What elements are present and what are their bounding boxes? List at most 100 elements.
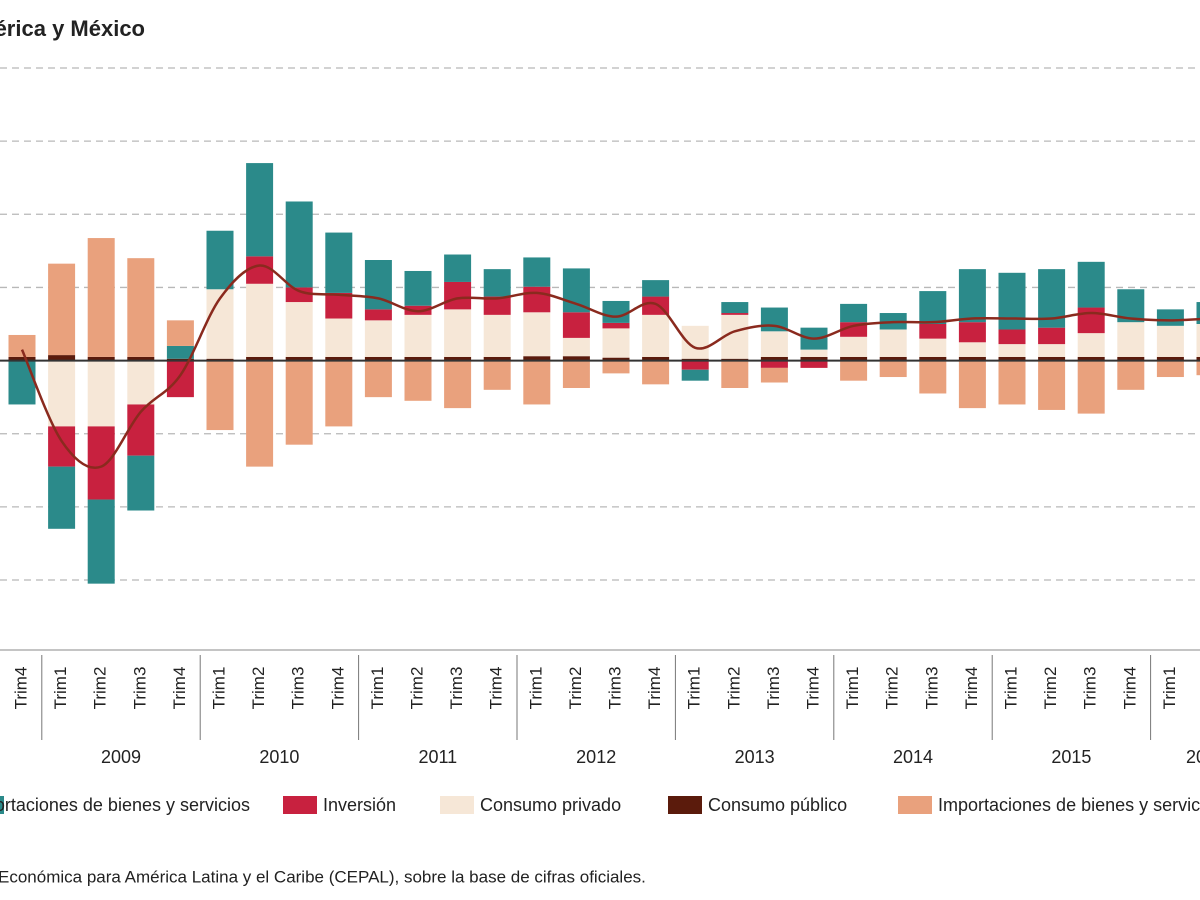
bar-segment	[483, 360, 511, 390]
legend-item: Inversión	[283, 795, 396, 815]
bar-segment	[364, 360, 392, 398]
bar-segment	[602, 328, 630, 358]
x-group-label: 2012	[576, 747, 616, 767]
bar-segment	[1077, 360, 1105, 414]
x-tick-label: Trim1	[843, 667, 862, 710]
bar-segment	[285, 302, 313, 357]
x-tick-label: Trim4	[11, 667, 30, 710]
bar-segment	[800, 360, 828, 368]
bar-segment	[246, 163, 274, 257]
bar-segment	[919, 360, 947, 394]
bar-segment	[364, 320, 392, 357]
bar-segment	[8, 360, 36, 405]
x-tick-label: Trim1	[51, 667, 70, 710]
x-group-label: 2016	[1186, 747, 1200, 767]
bar-segment	[919, 291, 947, 324]
bar-segment	[246, 256, 274, 284]
bar-segment	[444, 356, 472, 361]
x-tick-label: Trim4	[803, 667, 822, 710]
x-tick-label: Trim3	[922, 667, 941, 710]
bar-segment	[325, 360, 353, 427]
x-tick-label: Trim1	[685, 667, 704, 710]
x-tick-label: Trim1	[368, 667, 387, 710]
bar-segment	[1038, 356, 1066, 361]
bar-segment	[602, 357, 630, 361]
legend-item: Consumo público	[668, 795, 847, 815]
bar-segment	[1117, 322, 1145, 357]
bar-segment	[444, 360, 472, 409]
bar-segment	[127, 455, 155, 511]
legend-label: Consumo público	[708, 795, 847, 815]
bar-segment	[1077, 356, 1105, 361]
bar-segment	[48, 426, 76, 467]
bar-segment	[166, 320, 194, 346]
bar-segment	[1077, 261, 1105, 308]
x-group-label: 2013	[735, 747, 775, 767]
bar-segment	[87, 426, 115, 500]
bar-segment	[1196, 360, 1200, 376]
bar-segment	[166, 360, 194, 398]
bar-segment	[840, 360, 868, 381]
bar-segment	[958, 342, 986, 357]
bar-segment	[958, 360, 986, 409]
bar-segment	[206, 360, 234, 431]
bar-segment	[48, 360, 76, 427]
x-group-label: 2010	[259, 747, 299, 767]
bar-segment	[87, 499, 115, 584]
x-tick-label: Trim3	[1081, 667, 1100, 710]
bar-segment	[8, 356, 36, 361]
bar-segment	[404, 360, 432, 401]
bar-segment	[681, 325, 709, 359]
bar-segment	[998, 344, 1026, 357]
bar-segment	[642, 356, 670, 361]
bar-segment	[800, 349, 828, 357]
x-tick-label: Trim2	[724, 667, 743, 710]
bar-segment	[998, 272, 1026, 330]
bar-segment	[1156, 360, 1184, 378]
bar-segment	[48, 355, 76, 361]
x-tick-label: Trim2	[883, 667, 902, 710]
bar-segment	[483, 296, 511, 315]
bar-segment	[48, 263, 76, 356]
bar-segment	[1077, 333, 1105, 357]
bar-segment	[760, 356, 788, 361]
x-tick-label: Trim4	[645, 667, 664, 710]
bar-segment	[444, 309, 472, 357]
bar-segment	[404, 314, 432, 357]
x-tick-label: Trim4	[962, 667, 981, 710]
bar-segment	[285, 201, 313, 288]
x-tick-label: Trim1	[209, 667, 228, 710]
bar-segment	[1117, 356, 1145, 361]
legend-item: Consumo privado	[440, 795, 621, 815]
x-group-label: 2009	[101, 747, 141, 767]
x-group-label: 2014	[893, 747, 933, 767]
bar-segment	[87, 238, 115, 357]
x-tick-label: Trim3	[605, 667, 624, 710]
x-tick-label: Trim2	[249, 667, 268, 710]
bar-segment	[1038, 360, 1066, 410]
legend-item: Importaciones de bienes y servicios	[898, 795, 1200, 815]
bar-segment	[1038, 327, 1066, 345]
bar-segment	[364, 309, 392, 321]
bar-segment	[879, 329, 907, 357]
legend-swatch	[668, 796, 702, 814]
bar-segment	[1196, 356, 1200, 361]
x-tick-label: Trim1	[526, 667, 545, 710]
legend-label: Importaciones de bienes y servicios	[938, 795, 1200, 815]
bar-segment	[166, 345, 194, 359]
x-tick-label: Trim2	[566, 667, 585, 710]
bar-segment	[246, 360, 274, 467]
legend-label: Consumo privado	[480, 795, 621, 815]
bar-segment	[800, 356, 828, 361]
bar-segment	[1196, 302, 1200, 324]
bar-segment	[760, 331, 788, 357]
legend-item: Exportaciones de bienes y servicios	[0, 795, 250, 815]
line-series	[20, 264, 1200, 469]
bar-segment	[285, 356, 313, 361]
bar-segment	[444, 254, 472, 282]
bar-segment	[840, 356, 868, 361]
bar-segment	[760, 367, 788, 383]
x-tick-label: Trim4	[328, 667, 347, 710]
bar-segment	[958, 356, 986, 361]
